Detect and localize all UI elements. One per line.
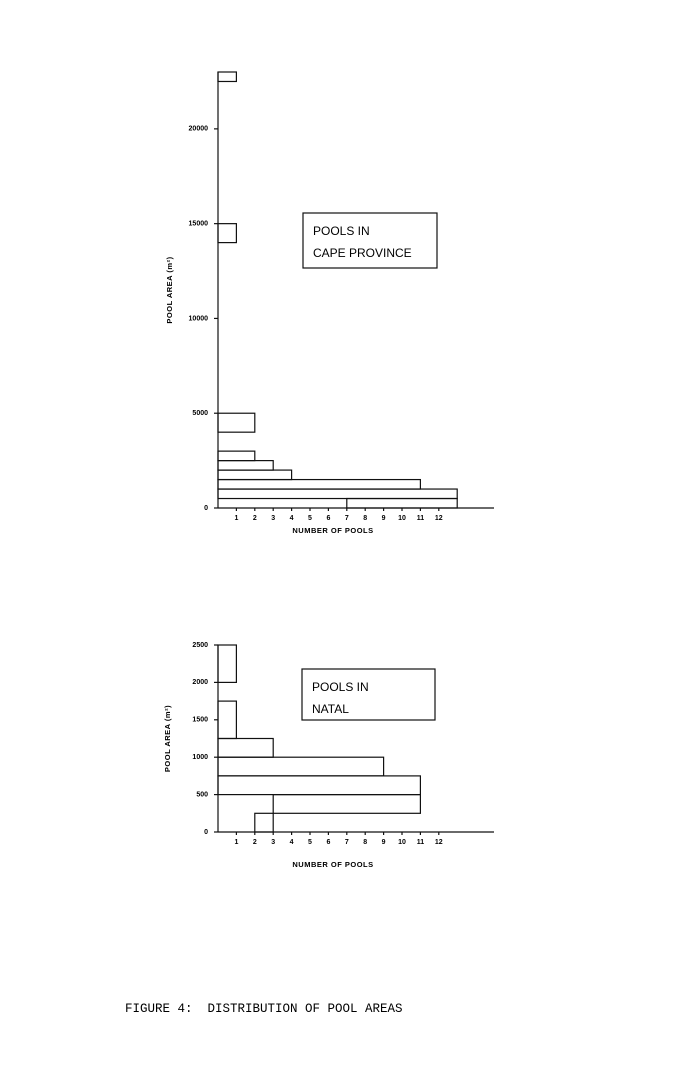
x-tick-label: 10 — [398, 839, 406, 846]
bar — [217, 469, 293, 481]
bar — [272, 793, 422, 814]
bar — [217, 644, 237, 684]
x-tick-label: 12 — [435, 515, 443, 522]
bar — [346, 497, 458, 509]
annotation: POOLS IN — [313, 224, 370, 238]
y-tick-label: 0 — [204, 505, 208, 512]
y-tick-label: 1000 — [192, 754, 208, 761]
x-tick-label: 2 — [253, 839, 257, 846]
x-tick-label: 4 — [290, 515, 294, 522]
bar — [217, 756, 385, 777]
x-tick-label: 3 — [271, 515, 275, 522]
bar — [217, 488, 458, 500]
x-tick-label: 2 — [253, 515, 257, 522]
y-tick-label: 20000 — [189, 126, 209, 133]
bar — [217, 412, 256, 433]
x-tick-label: 8 — [363, 839, 367, 846]
bar — [217, 71, 237, 83]
y-tick-label: 500 — [196, 791, 208, 798]
x-tick-label: 9 — [382, 839, 386, 846]
annotation: NATAL — [312, 702, 349, 716]
x-tick-label: 7 — [345, 839, 349, 846]
y-tick-label: 2000 — [192, 679, 208, 686]
x-tick-label: 8 — [363, 515, 367, 522]
annotation: POOLS IN — [312, 680, 369, 694]
x-axis-label: NUMBER OF POOLS — [292, 526, 373, 535]
y-tick-label: 5000 — [192, 410, 208, 417]
y-tick-label: 1500 — [192, 717, 208, 724]
caption: FIGURE 4: DISTRIBUTION OF POOL AREAS — [125, 1002, 403, 1016]
y-tick-label: 10000 — [189, 315, 209, 322]
bar — [217, 737, 274, 758]
x-tick-label: 4 — [290, 839, 294, 846]
bar — [217, 775, 421, 796]
x-axis-label: NUMBER OF POOLS — [292, 860, 373, 869]
x-tick-label: 10 — [398, 515, 406, 522]
x-tick-label: 6 — [326, 515, 330, 522]
x-tick-label: 11 — [417, 515, 425, 522]
annotation-box — [302, 212, 438, 269]
bar — [217, 478, 421, 490]
y-tick-label: 0 — [204, 829, 208, 836]
y-tick-label: 15000 — [189, 220, 209, 227]
x-tick-label: 11 — [417, 839, 425, 846]
x-tick-label: 6 — [326, 839, 330, 846]
x-tick-label: 1 — [234, 515, 238, 522]
y-axis-label: POOL AREA (m²) — [163, 705, 172, 772]
x-tick-label: 5 — [308, 839, 312, 846]
bar — [217, 460, 274, 471]
x-tick-label: 7 — [345, 515, 349, 522]
x-tick-label: 12 — [435, 839, 443, 846]
bar — [217, 700, 237, 740]
bar — [217, 223, 237, 244]
bar — [254, 812, 274, 833]
y-axis-label: POOL AREA (m²) — [165, 256, 174, 323]
annotation: CAPE PROVINCE — [313, 246, 412, 260]
y-tick-label: 2500 — [192, 642, 208, 649]
x-tick-label: 9 — [382, 515, 386, 522]
annotation-box — [301, 668, 436, 721]
x-tick-label: 3 — [271, 839, 275, 846]
x-tick-label: 5 — [308, 515, 312, 522]
bar — [217, 450, 256, 462]
x-tick-label: 1 — [234, 839, 238, 846]
